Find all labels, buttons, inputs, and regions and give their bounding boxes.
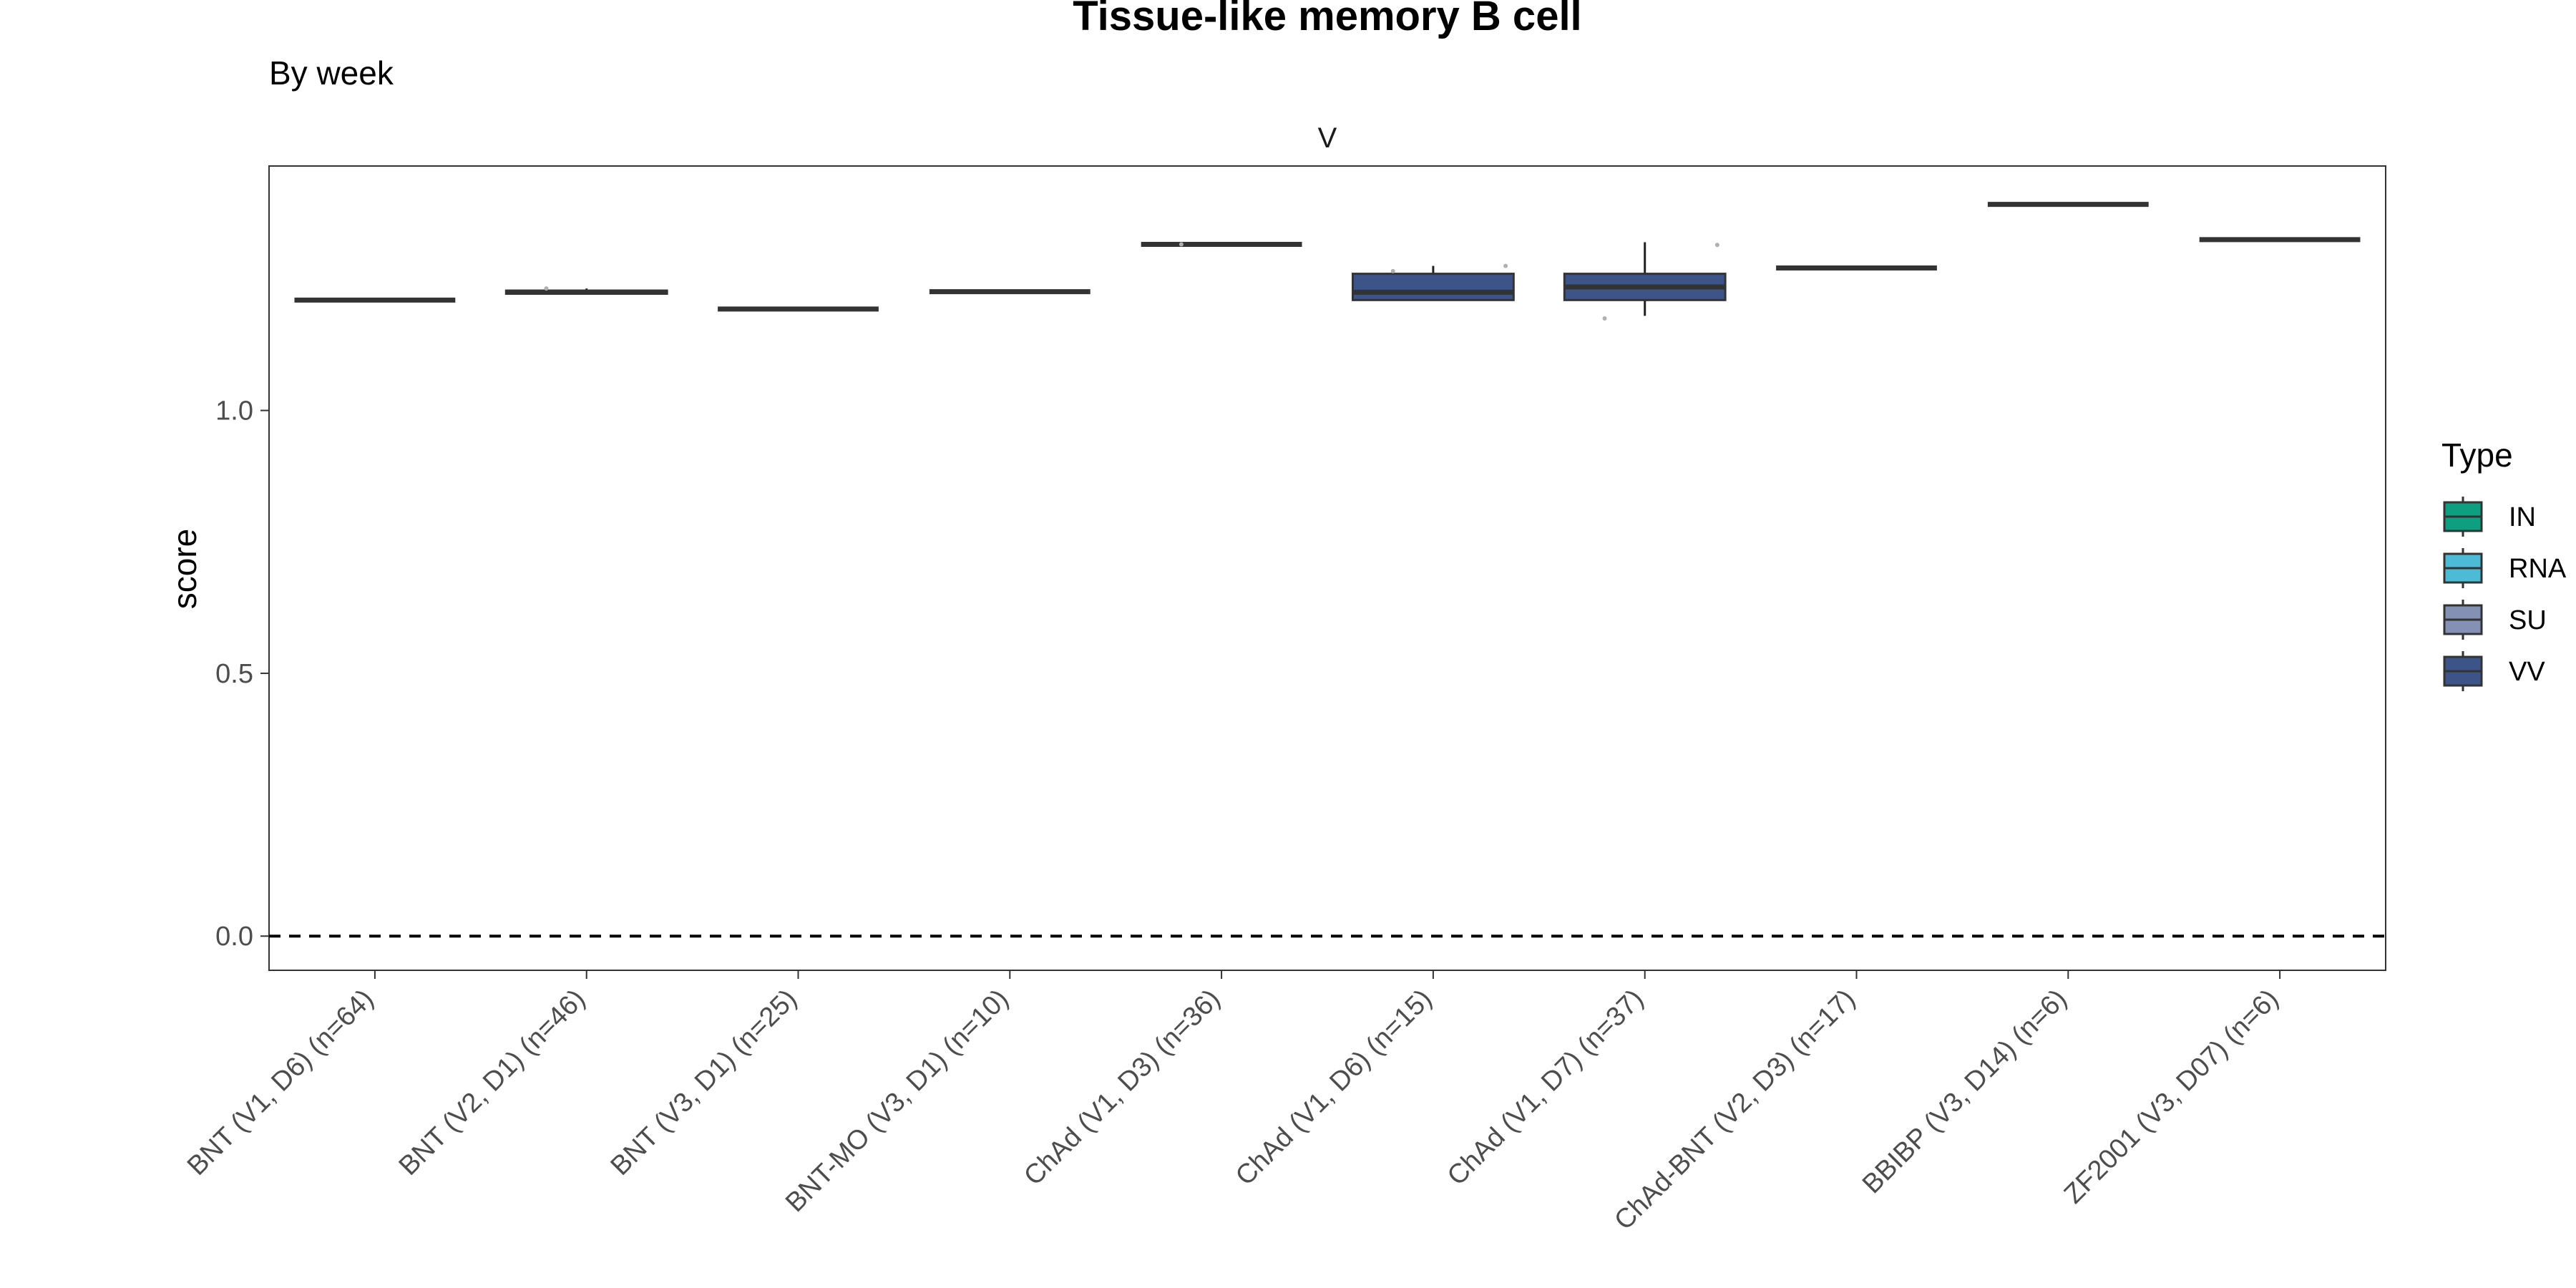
x-tick-label: ChAd (V1, D6) (n=15) xyxy=(1230,984,1438,1191)
panel-border xyxy=(268,165,2386,971)
x-tick-label: ChAd-BNT (V2, D3) (n=17) xyxy=(1609,984,1861,1236)
legend-label: VV xyxy=(2509,657,2545,687)
box-7 xyxy=(1563,242,1727,321)
y-tick-label: 0.5 xyxy=(215,659,253,689)
x-tick-label: BNT (V3, D1) (n=25) xyxy=(605,984,803,1181)
data-point xyxy=(1390,268,1395,273)
y-tick-label: 1.0 xyxy=(215,396,253,426)
legend-label: RNA xyxy=(2509,554,2567,584)
chart-subtitle: By week xyxy=(269,54,394,92)
legend-label: IN xyxy=(2509,502,2536,532)
data-point xyxy=(1503,263,1508,268)
plot-panel: 0.0 0.5 1.0 BNT (V1, D6) (n=64) BNT (V2, D1)… xyxy=(182,165,2386,1236)
chart-title: Tissue-like memory B cell xyxy=(1073,0,1581,39)
x-tick-label: ChAd (V1, D3) (n=36) xyxy=(1018,984,1226,1191)
data-point xyxy=(544,286,549,291)
legend-label: SU xyxy=(2509,605,2547,635)
x-tick-label: BNT (V1, D6) (n=64) xyxy=(182,984,379,1181)
legend-entry-vv: VV xyxy=(2443,651,2545,691)
x-tick-label: ChAd (V1, D7) (n=37) xyxy=(1442,984,1649,1191)
y-tick-label: 0.0 xyxy=(215,922,253,952)
box-6 xyxy=(1351,263,1515,301)
x-tick-label: BNT-MO (V3, D1) (n=10) xyxy=(780,984,1015,1219)
data-point xyxy=(1602,316,1607,321)
data-point xyxy=(1714,243,1719,248)
box-5 xyxy=(1141,241,1302,247)
legend: Type IN RNA SU VV xyxy=(2441,436,2567,691)
legend-entry-rna: RNA xyxy=(2443,548,2567,588)
x-tick-label: BNT (V2, D1) (n=46) xyxy=(394,984,591,1181)
legend-entry-in: IN xyxy=(2443,497,2536,537)
box-body xyxy=(1351,273,1515,301)
legend-title: Type xyxy=(2441,436,2513,474)
facet-label: V xyxy=(1318,122,1337,154)
box-2 xyxy=(504,286,668,296)
x-tick-label: BBIBP (V3, D14) (n=6) xyxy=(1857,984,2073,1200)
x-tick-label: ZF2001 (V3, D07) (n=6) xyxy=(2059,984,2285,1210)
legend-entry-su: SU xyxy=(2443,600,2547,640)
data-point xyxy=(1179,242,1184,247)
y-axis-label: score xyxy=(166,529,203,609)
